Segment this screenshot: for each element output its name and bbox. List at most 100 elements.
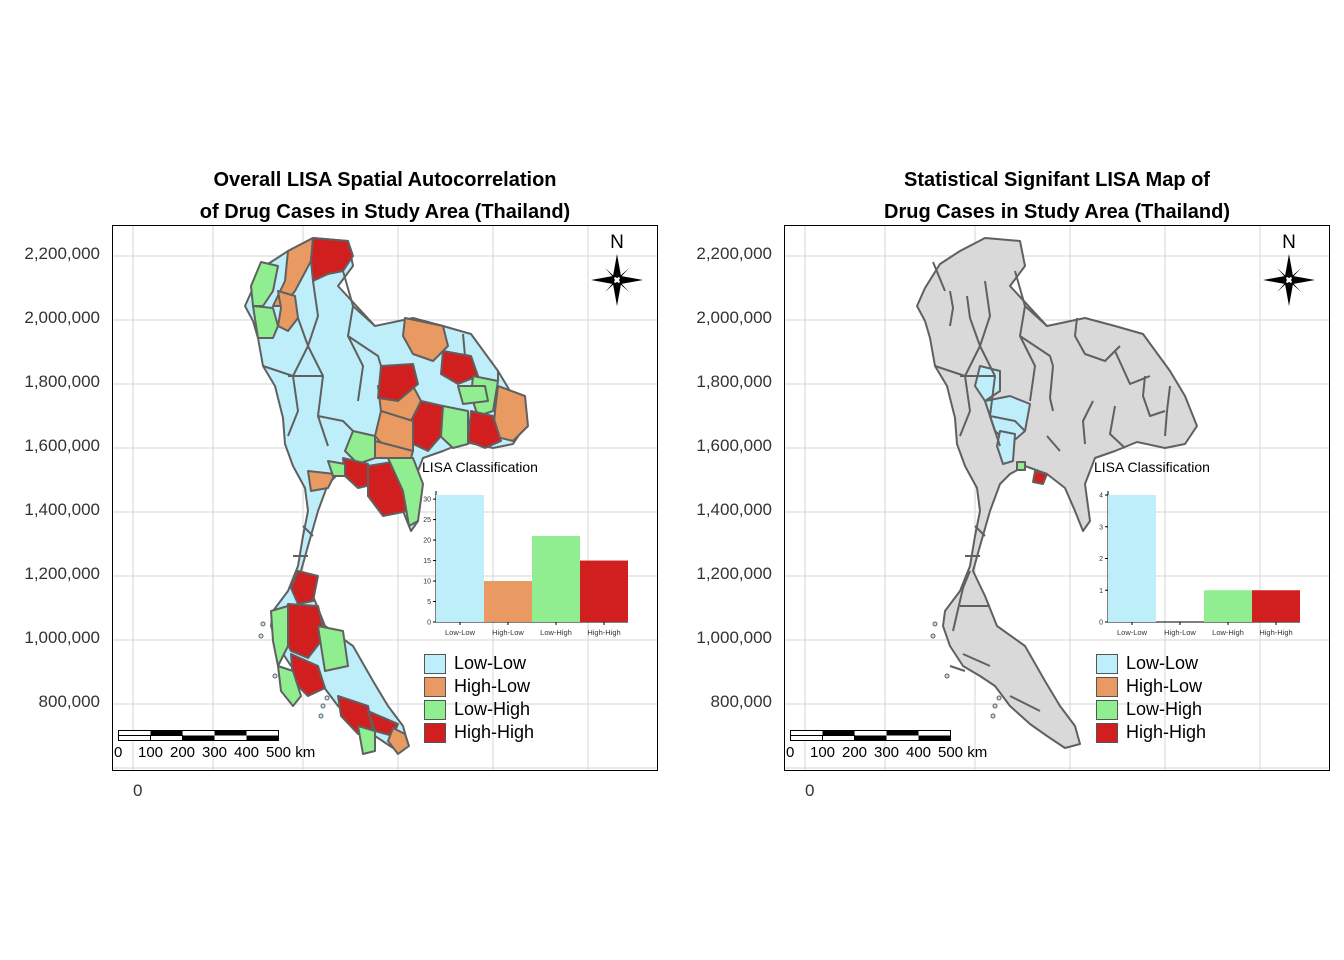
y-tick-label: 1,400,000 [24,500,100,519]
legend-label: Low-High [454,699,531,719]
legend-label: Low-High [1126,699,1203,719]
inset-bar [1204,590,1252,622]
scale-label: 400 [906,744,932,761]
y-tick-label: 1,600,000 [24,436,100,455]
inset-y-tick-label: 5 [427,599,431,606]
inset-y-tick-label: 3 [1099,524,1103,531]
legend-label: High-Low [1126,676,1203,696]
scale-label: 300 [202,744,228,761]
legend-item-low-low: Low-Low [1096,652,1206,675]
left-inset-bar-chart: LISA Classification 0 5 10 15 20 25 30 Low-Low H… [422,459,628,637]
left-title-line2: of Drug Cases in Study Area (Thailand) [199,201,571,223]
right-legend: Low-Low High-Low Low-High High-High [1096,652,1206,744]
right-title-line2: Drug Cases in Study Area (Thailand) [884,201,1230,223]
right-map-panel: Statistical Signifant LISA Map of Drug C… [672,0,1344,960]
inset-y-tick-label: 10 [423,579,431,586]
left-map-svg: N [113,226,657,770]
legend-swatch [1096,699,1118,720]
north-label: N [610,232,624,253]
inset-x-tick-label: Low-Low [445,628,476,637]
left-title-line1: Overall LISA Spatial Autocorrelation [213,169,557,191]
inset-x-tick-label: Low-High [540,628,572,637]
y-tick-label: 1,000,000 [696,628,772,647]
y-tick-label: 800,000 [38,692,100,711]
inset-x-tick-label: High-High [587,628,620,637]
left-legend: Low-Low High-Low Low-High High-High [424,652,534,744]
left-map-frame: N [112,225,658,771]
y-tick-label: 1,400,000 [696,500,772,519]
inset-y-tick-label: 4 [1099,493,1103,500]
y-tick-label: 1,200,000 [696,564,772,583]
scale-label: 300 [874,744,900,761]
scale-label: 100 [138,744,164,761]
legend-item-high-low: High-Low [424,675,534,698]
legend-swatch [1096,722,1118,743]
legend-item-high-high: High-High [1096,721,1206,744]
province-polygons [916,237,1198,749]
right-map-title: Statistical Signifant LISA Map of Drug C… [784,164,1330,228]
north-label: N [1282,232,1296,253]
y-tick-label: 2,000,000 [696,308,772,327]
legend-item-low-high: Low-High [1096,698,1206,721]
y-tick-label: 1,800,000 [24,372,100,391]
y-tick-label: 2,200,000 [696,244,772,263]
legend-item-low-high: Low-High [424,698,534,721]
left-map-panel: Overall LISA Spatial Autocorrelation of … [24,164,658,800]
inset-y-tick-label: 15 [423,558,431,565]
inset-bar [580,560,628,622]
legend-label: High-High [454,722,535,742]
right-inset-bar-chart: LISA Classification 0 1 2 3 4 Low-Low High-Low… [1094,459,1300,637]
inset-y-tick-label: 30 [423,497,431,504]
inset-y-tick-label: 25 [423,517,431,524]
x-tick-label: 0 [805,781,815,800]
legend-swatch [1096,653,1118,674]
inset-x-tick-label: Low-Low [1117,628,1148,637]
y-tick-label: 2,000,000 [24,308,100,327]
inset-x-tick-label: High-Low [492,628,524,637]
inset-y-tick-label: 1 [1099,588,1103,595]
scale-label: 100 [810,744,836,761]
inset-bar [436,495,484,622]
north-arrow-icon: N [591,232,643,306]
inset-chart-title: LISA Classification [422,459,538,475]
y-tick-label: 800,000 [710,692,772,711]
legend-swatch [1096,676,1118,697]
inset-bar [532,535,580,622]
legend-swatch [424,699,446,720]
legend-item-low-low: Low-Low [424,652,534,675]
inset-bar [1252,590,1300,622]
scale-label: 500 km [266,744,316,761]
scale-bar [790,730,951,741]
legend-swatch [424,653,446,674]
inset-bar [1108,495,1156,622]
legend-label: High-Low [454,676,531,696]
y-tick-label: 1,200,000 [24,564,100,583]
province-polygons [244,237,529,755]
north-arrow-icon: N [1263,232,1315,306]
inset-y-tick-label: 0 [1099,620,1103,627]
right-title-line1: Statistical Signifant LISA Map of [904,169,1210,191]
inset-y-tick-label: 2 [1099,556,1103,563]
right-map-svg: N [785,226,1329,770]
scale-label: 200 [170,744,196,761]
scale-bar [118,730,279,741]
legend-swatch [424,722,446,743]
legend-item-high-low: High-Low [1096,675,1206,698]
x-tick-label: 0 [133,781,143,800]
y-tick-label: 2,200,000 [24,244,100,263]
y-tick-label: 1,800,000 [696,372,772,391]
legend-item-high-high: High-High [424,721,534,744]
inset-y-tick-label: 0 [427,620,431,627]
scale-label: 400 [234,744,260,761]
left-map-title: Overall LISA Spatial Autocorrelation of … [112,164,658,228]
inset-x-tick-label: High-High [1259,628,1292,637]
legend-label: Low-Low [454,653,527,673]
inset-x-tick-label: Low-High [1212,628,1244,637]
inset-y-tick-label: 20 [423,538,431,545]
inset-x-tick-label: High-Low [1164,628,1196,637]
thailand-outline [916,237,1198,749]
scale-label: 0 [786,744,795,761]
y-tick-label: 1,000,000 [24,628,100,647]
scale-label: 0 [114,744,123,761]
right-map-frame: N [784,225,1330,771]
